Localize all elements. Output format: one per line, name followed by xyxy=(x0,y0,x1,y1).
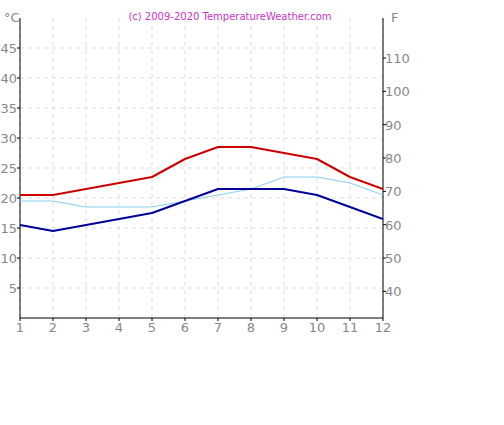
grid-line xyxy=(20,108,383,109)
y-tick-label: 5 xyxy=(9,281,17,296)
x-tick-label: 10 xyxy=(309,320,326,335)
x-axis xyxy=(20,318,383,319)
grid-line xyxy=(119,18,120,318)
y-tick-label: 30 xyxy=(0,131,17,146)
y2-tick-label: 70 xyxy=(385,184,402,199)
grid-line xyxy=(350,18,351,318)
x-tick-label: 7 xyxy=(214,320,222,335)
x-tick-label: 6 xyxy=(181,320,189,335)
y2-tick-label: 100 xyxy=(385,84,410,99)
grid-line xyxy=(20,48,383,49)
x-tick-label: 12 xyxy=(375,320,392,335)
grid-line xyxy=(185,18,186,318)
y-tick-label: 35 xyxy=(0,101,17,116)
grid-line xyxy=(86,18,87,318)
grid-line xyxy=(284,18,285,318)
x-tick-label: 8 xyxy=(247,320,255,335)
y2-tick-label: 110 xyxy=(385,51,410,66)
y2-tick-label: 50 xyxy=(385,251,402,266)
y-tick-label: 15 xyxy=(0,221,17,236)
x-tick-label: 1 xyxy=(16,320,24,335)
y-tick xyxy=(17,288,20,289)
y-tick-label: 20 xyxy=(0,191,17,206)
y-tick xyxy=(17,228,20,229)
title: (c) 2009-2020 TemperatureWeather.com xyxy=(128,11,331,22)
y-tick-label: 25 xyxy=(0,161,17,176)
y-tick xyxy=(17,48,20,49)
series-group xyxy=(20,147,383,231)
y-tick xyxy=(17,78,20,79)
y2-axis xyxy=(383,18,384,318)
y2-tick-label: 60 xyxy=(385,218,402,233)
x-tick-label: 2 xyxy=(49,320,57,335)
grid-line xyxy=(383,18,384,318)
x-tick-label: 11 xyxy=(342,320,359,335)
series-line xyxy=(20,189,383,231)
y2-tick-label: 90 xyxy=(385,118,402,133)
y-tick-label: 45 xyxy=(0,41,17,56)
grid-line xyxy=(20,168,383,169)
y-tick-label: 10 xyxy=(0,251,17,266)
x-tick-label: 4 xyxy=(115,320,123,335)
grid-line xyxy=(20,138,383,139)
x-tick-label: 3 xyxy=(82,320,90,335)
grid-line xyxy=(218,18,219,318)
y2-tick-label: 80 xyxy=(385,151,402,166)
y-tick xyxy=(17,138,20,139)
y-tick-label: 40 xyxy=(0,71,17,86)
grid-line xyxy=(20,288,383,289)
grid-line xyxy=(152,18,153,318)
y2-axis-label: F xyxy=(391,10,398,25)
y-axis-label: °C xyxy=(4,10,20,25)
series-line xyxy=(20,147,383,195)
x-tick-label: 9 xyxy=(280,320,288,335)
grid-line xyxy=(317,18,318,318)
y-tick xyxy=(17,258,20,259)
x-tick-label: 5 xyxy=(148,320,156,335)
grid-line xyxy=(251,18,252,318)
y-tick xyxy=(17,168,20,169)
y-tick xyxy=(17,108,20,109)
chart: 5101520253035404540506070809010011012345… xyxy=(0,0,504,425)
y-tick xyxy=(17,198,20,199)
y2-tick-label: 40 xyxy=(385,284,402,299)
grid-line xyxy=(53,18,54,318)
grid-line xyxy=(20,78,383,79)
grid-line xyxy=(20,258,383,259)
